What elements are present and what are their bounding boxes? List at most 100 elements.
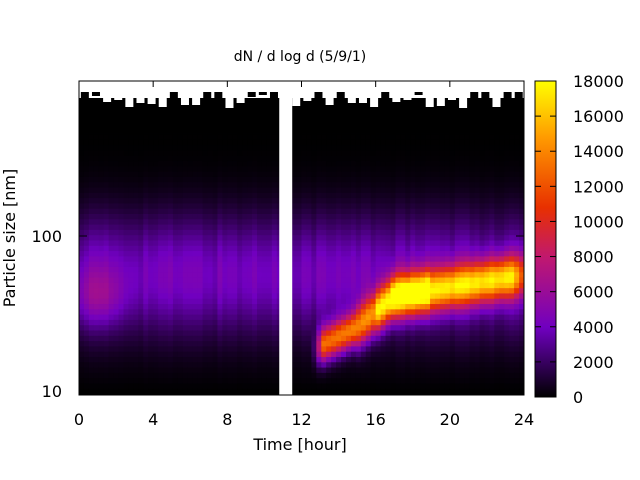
heatmap-cell bbox=[108, 351, 115, 357]
heatmap-cell bbox=[444, 250, 451, 257]
heatmap-cell bbox=[212, 308, 219, 315]
heatmap-cell bbox=[257, 324, 263, 331]
heatmap-cell bbox=[133, 218, 139, 225]
heatmap-cell bbox=[172, 372, 179, 379]
heatmap-cell bbox=[439, 319, 446, 326]
heatmap-cell bbox=[113, 197, 120, 204]
heatmap-cell bbox=[321, 287, 327, 294]
heatmap-cell bbox=[296, 345, 303, 352]
heatmap-cell bbox=[242, 165, 248, 172]
heatmap-cell bbox=[123, 340, 130, 347]
heatmap-cell bbox=[113, 292, 120, 299]
heatmap-cell bbox=[133, 223, 139, 230]
heatmap-cell bbox=[93, 356, 100, 363]
heatmap-cell bbox=[360, 192, 367, 199]
heatmap-cell bbox=[425, 308, 431, 315]
heatmap-cell bbox=[227, 144, 233, 151]
heatmap-cell bbox=[266, 356, 273, 363]
heatmap-cell bbox=[405, 314, 411, 320]
heatmap-cell bbox=[464, 171, 471, 177]
heatmap-cell bbox=[177, 255, 184, 262]
heatmap-cell bbox=[326, 351, 332, 357]
heatmap-cell bbox=[454, 223, 461, 230]
heatmap-cell bbox=[148, 340, 154, 347]
heatmap-cell bbox=[222, 208, 228, 214]
heatmap-cell bbox=[128, 287, 134, 294]
heatmap-cell bbox=[247, 245, 253, 252]
heatmap-cell bbox=[271, 133, 278, 140]
heatmap-cell bbox=[128, 382, 134, 389]
heatmap-cell bbox=[227, 149, 233, 156]
heatmap-cell bbox=[98, 351, 105, 357]
heatmap-cell bbox=[143, 192, 149, 199]
heatmap-cell bbox=[484, 319, 490, 326]
heatmap-cell bbox=[454, 345, 461, 352]
heatmap-cell bbox=[108, 282, 115, 289]
heatmap-cell bbox=[168, 382, 174, 389]
heatmap-cell bbox=[108, 171, 115, 177]
heatmap-cell bbox=[108, 229, 115, 236]
heatmap-cell bbox=[192, 160, 199, 167]
heatmap-cell bbox=[459, 133, 466, 140]
heatmap-cell bbox=[405, 144, 411, 151]
heatmap-cell bbox=[484, 255, 490, 262]
heatmap-cell bbox=[177, 239, 184, 246]
heatmap-cell bbox=[261, 155, 268, 162]
heatmap-cell bbox=[252, 181, 258, 188]
heatmap-cell bbox=[385, 282, 392, 289]
heatmap-cell bbox=[316, 314, 322, 320]
heatmap-cell bbox=[158, 276, 164, 283]
heatmap-cell bbox=[227, 133, 233, 140]
heatmap-cell bbox=[380, 144, 387, 151]
heatmap-cell bbox=[187, 356, 194, 363]
heatmap-cell bbox=[123, 181, 130, 188]
heatmap-cell bbox=[311, 160, 317, 167]
heatmap-cell bbox=[375, 223, 382, 230]
heatmap-cell bbox=[207, 245, 214, 252]
heatmap-cell bbox=[385, 345, 392, 352]
heatmap-cell bbox=[459, 271, 466, 278]
heatmap-cell bbox=[444, 372, 451, 379]
heatmap-cell bbox=[316, 133, 322, 140]
heatmap-cell bbox=[449, 366, 456, 373]
heatmap-cell bbox=[410, 261, 416, 267]
heatmap-cell bbox=[291, 197, 298, 204]
heatmap-cell bbox=[138, 340, 144, 347]
heatmap-cell bbox=[425, 276, 431, 283]
heatmap-cell bbox=[321, 208, 327, 214]
heatmap-cell bbox=[336, 372, 342, 379]
heatmap-cell bbox=[138, 287, 144, 294]
heatmap-cell bbox=[128, 261, 134, 267]
heatmap-cell bbox=[430, 372, 436, 379]
heatmap-cell bbox=[306, 324, 312, 331]
heatmap-cell bbox=[301, 303, 308, 310]
heatmap-cell bbox=[375, 308, 382, 315]
heatmap-cell bbox=[415, 250, 421, 257]
heatmap-cell bbox=[202, 192, 209, 199]
heatmap-cell bbox=[400, 372, 406, 379]
heatmap-cell bbox=[360, 144, 367, 151]
heatmap-cell bbox=[291, 139, 298, 146]
heatmap-cell bbox=[355, 186, 362, 193]
heatmap-cell bbox=[138, 144, 144, 151]
heatmap-cell bbox=[326, 266, 332, 273]
heatmap-cell bbox=[444, 239, 451, 246]
heatmap-cell bbox=[163, 176, 169, 183]
heatmap-cell bbox=[321, 245, 327, 252]
heatmap-cell bbox=[93, 319, 100, 326]
heatmap-cell bbox=[449, 149, 456, 156]
heatmap-cell bbox=[93, 245, 100, 252]
heatmap-cell bbox=[479, 292, 486, 299]
heatmap-cell bbox=[459, 186, 466, 193]
heatmap-cell bbox=[341, 298, 347, 305]
heatmap-cell bbox=[326, 356, 332, 363]
heatmap-cell bbox=[435, 356, 441, 363]
heatmap-cell bbox=[346, 266, 352, 273]
heatmap-cell bbox=[113, 208, 120, 214]
heatmap-cell bbox=[296, 165, 303, 172]
heatmap-cell bbox=[346, 340, 352, 347]
heatmap-cell bbox=[143, 266, 149, 273]
heatmap-cell bbox=[113, 282, 120, 289]
heatmap-cell bbox=[439, 361, 446, 368]
heatmap-cell bbox=[232, 176, 238, 183]
